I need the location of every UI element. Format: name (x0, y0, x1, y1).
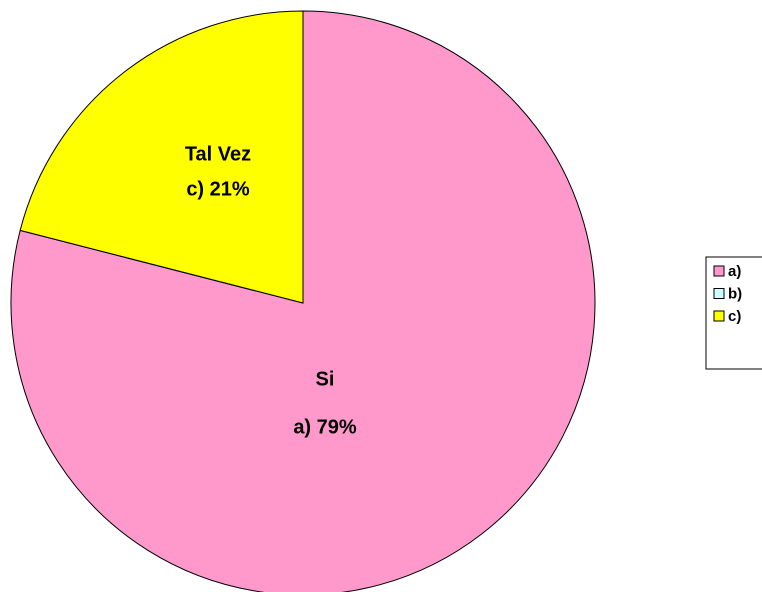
legend-swatch (713, 288, 725, 299)
legend-label: b) (728, 285, 742, 302)
slice-category-label: Tal Vez (185, 143, 251, 165)
slice-value-label: a) 79% (293, 416, 357, 438)
legend-label: a) (728, 263, 741, 280)
legend-label: c) (728, 308, 741, 325)
slice-category-label: Si (316, 368, 335, 390)
slice-value-label: c) 21% (186, 178, 250, 200)
legend-swatch (713, 310, 725, 322)
legend-swatch (713, 265, 725, 277)
pie-slice (10, 10, 596, 592)
pie-slice (19, 10, 304, 304)
